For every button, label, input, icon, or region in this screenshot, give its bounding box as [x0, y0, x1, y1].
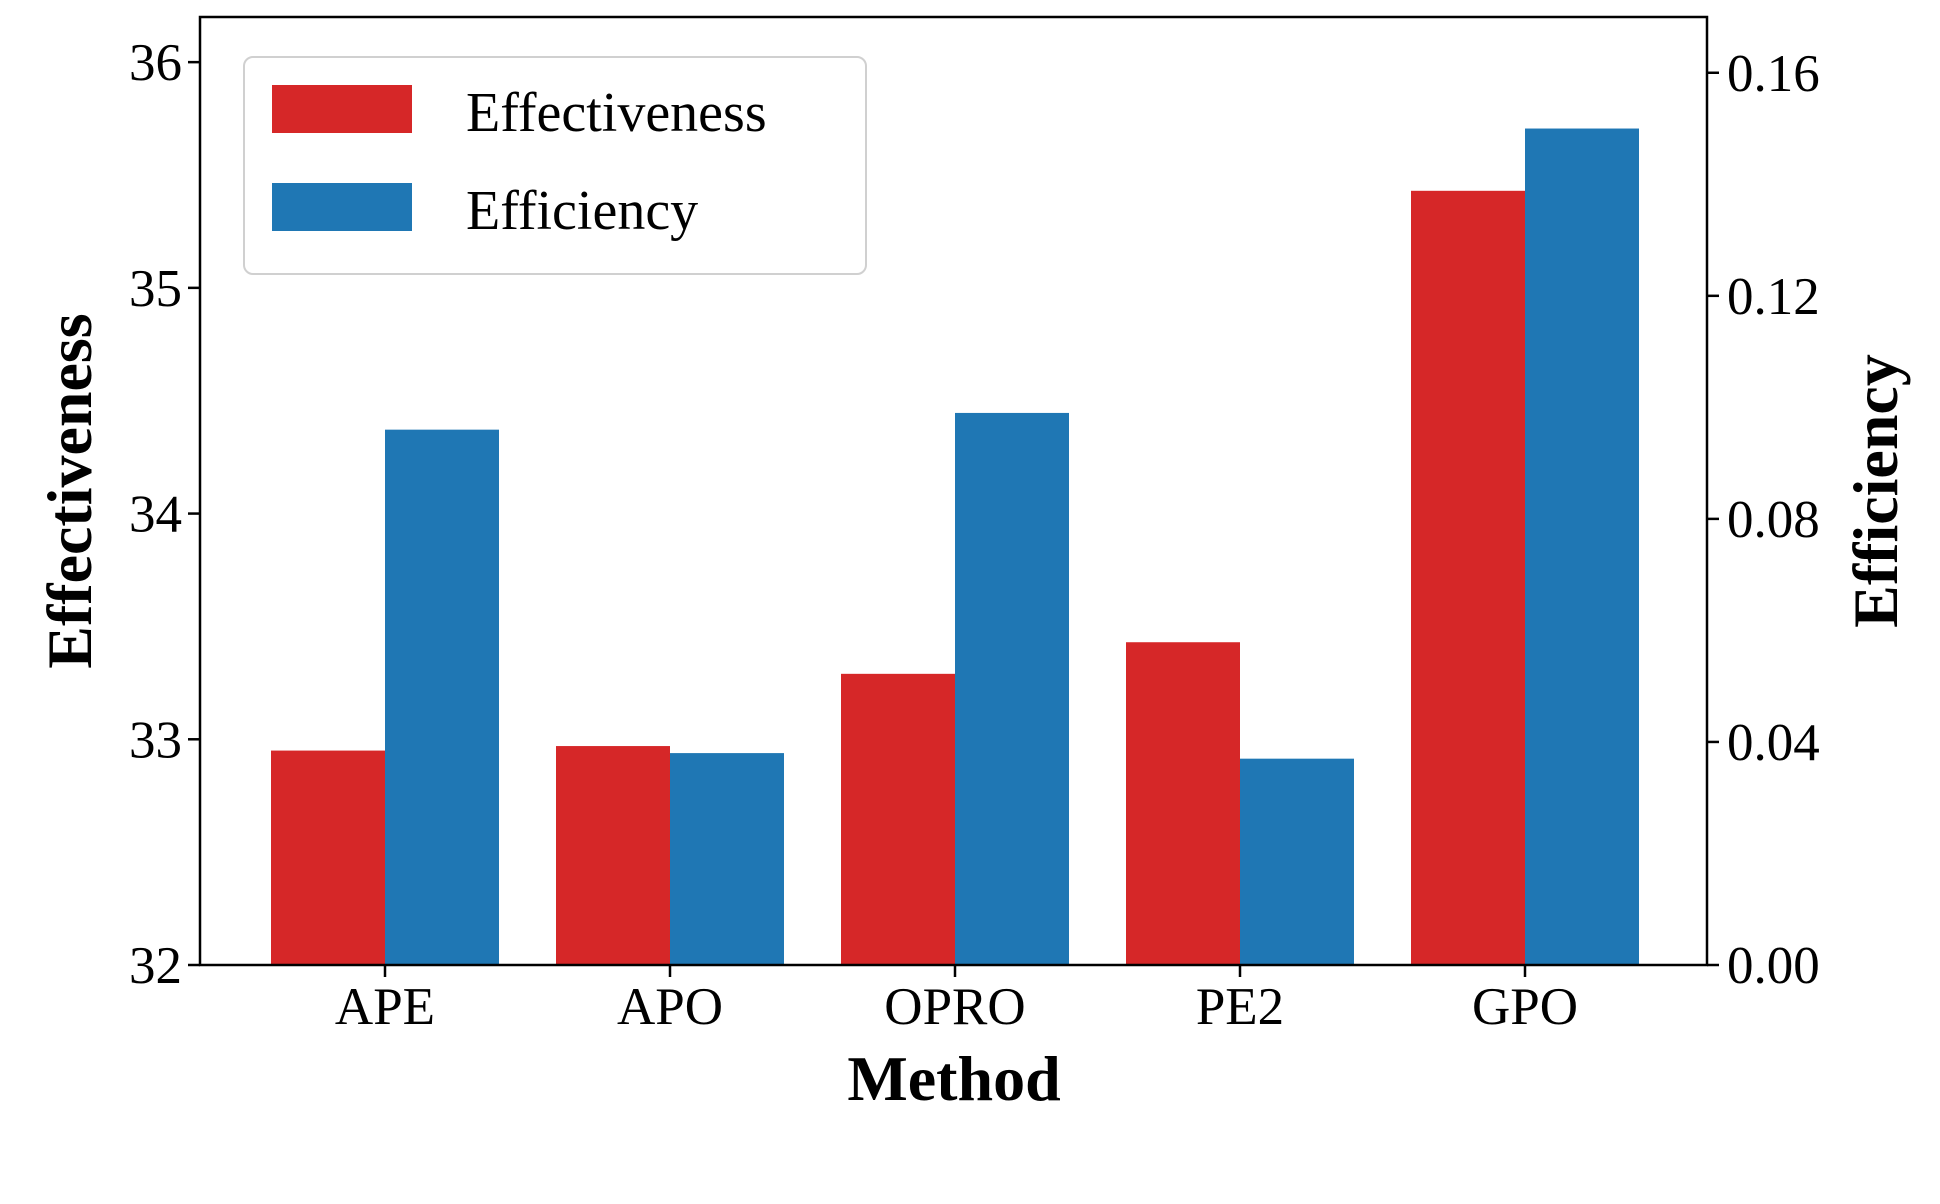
bar-efficiency-apo — [670, 753, 784, 965]
left-tick-label: 36 — [129, 34, 182, 92]
bar-effectiveness-pe2 — [1126, 642, 1240, 965]
left-axis: 32 33 34 35 36 — [129, 34, 200, 995]
x-axis: APE APO OPRO PE2 GPO — [335, 965, 1578, 1036]
bar-efficiency-opro — [955, 412, 1069, 965]
legend-label-effectiveness: Effectiveness — [466, 82, 767, 144]
x-tick-label-ape: APE — [335, 978, 435, 1036]
bar-effectiveness-apo — [556, 746, 670, 965]
left-tick-label: 32 — [129, 937, 182, 995]
legend-swatch-efficiency — [272, 183, 412, 231]
left-axis-title: Effectiveness — [34, 313, 105, 668]
x-tick-label-apo: APO — [617, 978, 723, 1036]
right-axis-title: Efficiency — [1840, 354, 1911, 628]
x-tick-label-opro: OPRO — [884, 978, 1025, 1036]
bar-efficiency-ape — [385, 429, 499, 965]
right-tick-label: 0.12 — [1727, 268, 1820, 326]
bar-efficiency-pe2 — [1240, 758, 1354, 965]
right-tick-label: 0.08 — [1727, 491, 1820, 549]
bar-effectiveness-ape — [271, 750, 385, 965]
legend: Effectiveness Efficiency — [243, 56, 867, 275]
right-tick-label: 0.16 — [1727, 45, 1820, 103]
bar-effectiveness-opro — [841, 673, 955, 965]
left-tick-label: 35 — [129, 260, 182, 318]
x-tick-label-gpo: GPO — [1472, 978, 1578, 1036]
bar-effectiveness-gpo — [1411, 190, 1525, 966]
left-tick-label: 33 — [129, 711, 182, 769]
legend-swatch-effectiveness — [272, 85, 412, 133]
left-tick-label: 34 — [129, 486, 182, 544]
right-axis: 0.00 0.04 0.08 0.12 0.16 — [1707, 45, 1820, 995]
legend-label-efficiency: Efficiency — [466, 180, 698, 242]
x-tick-label-pe2: PE2 — [1196, 978, 1284, 1036]
bar-efficiency-gpo — [1525, 128, 1639, 965]
right-tick-label: 0.04 — [1727, 714, 1820, 772]
plot-frame — [198, 15, 1709, 967]
bars-group — [271, 128, 1639, 966]
x-axis-title: Method — [847, 1043, 1060, 1114]
right-tick-label: 0.00 — [1727, 937, 1820, 995]
